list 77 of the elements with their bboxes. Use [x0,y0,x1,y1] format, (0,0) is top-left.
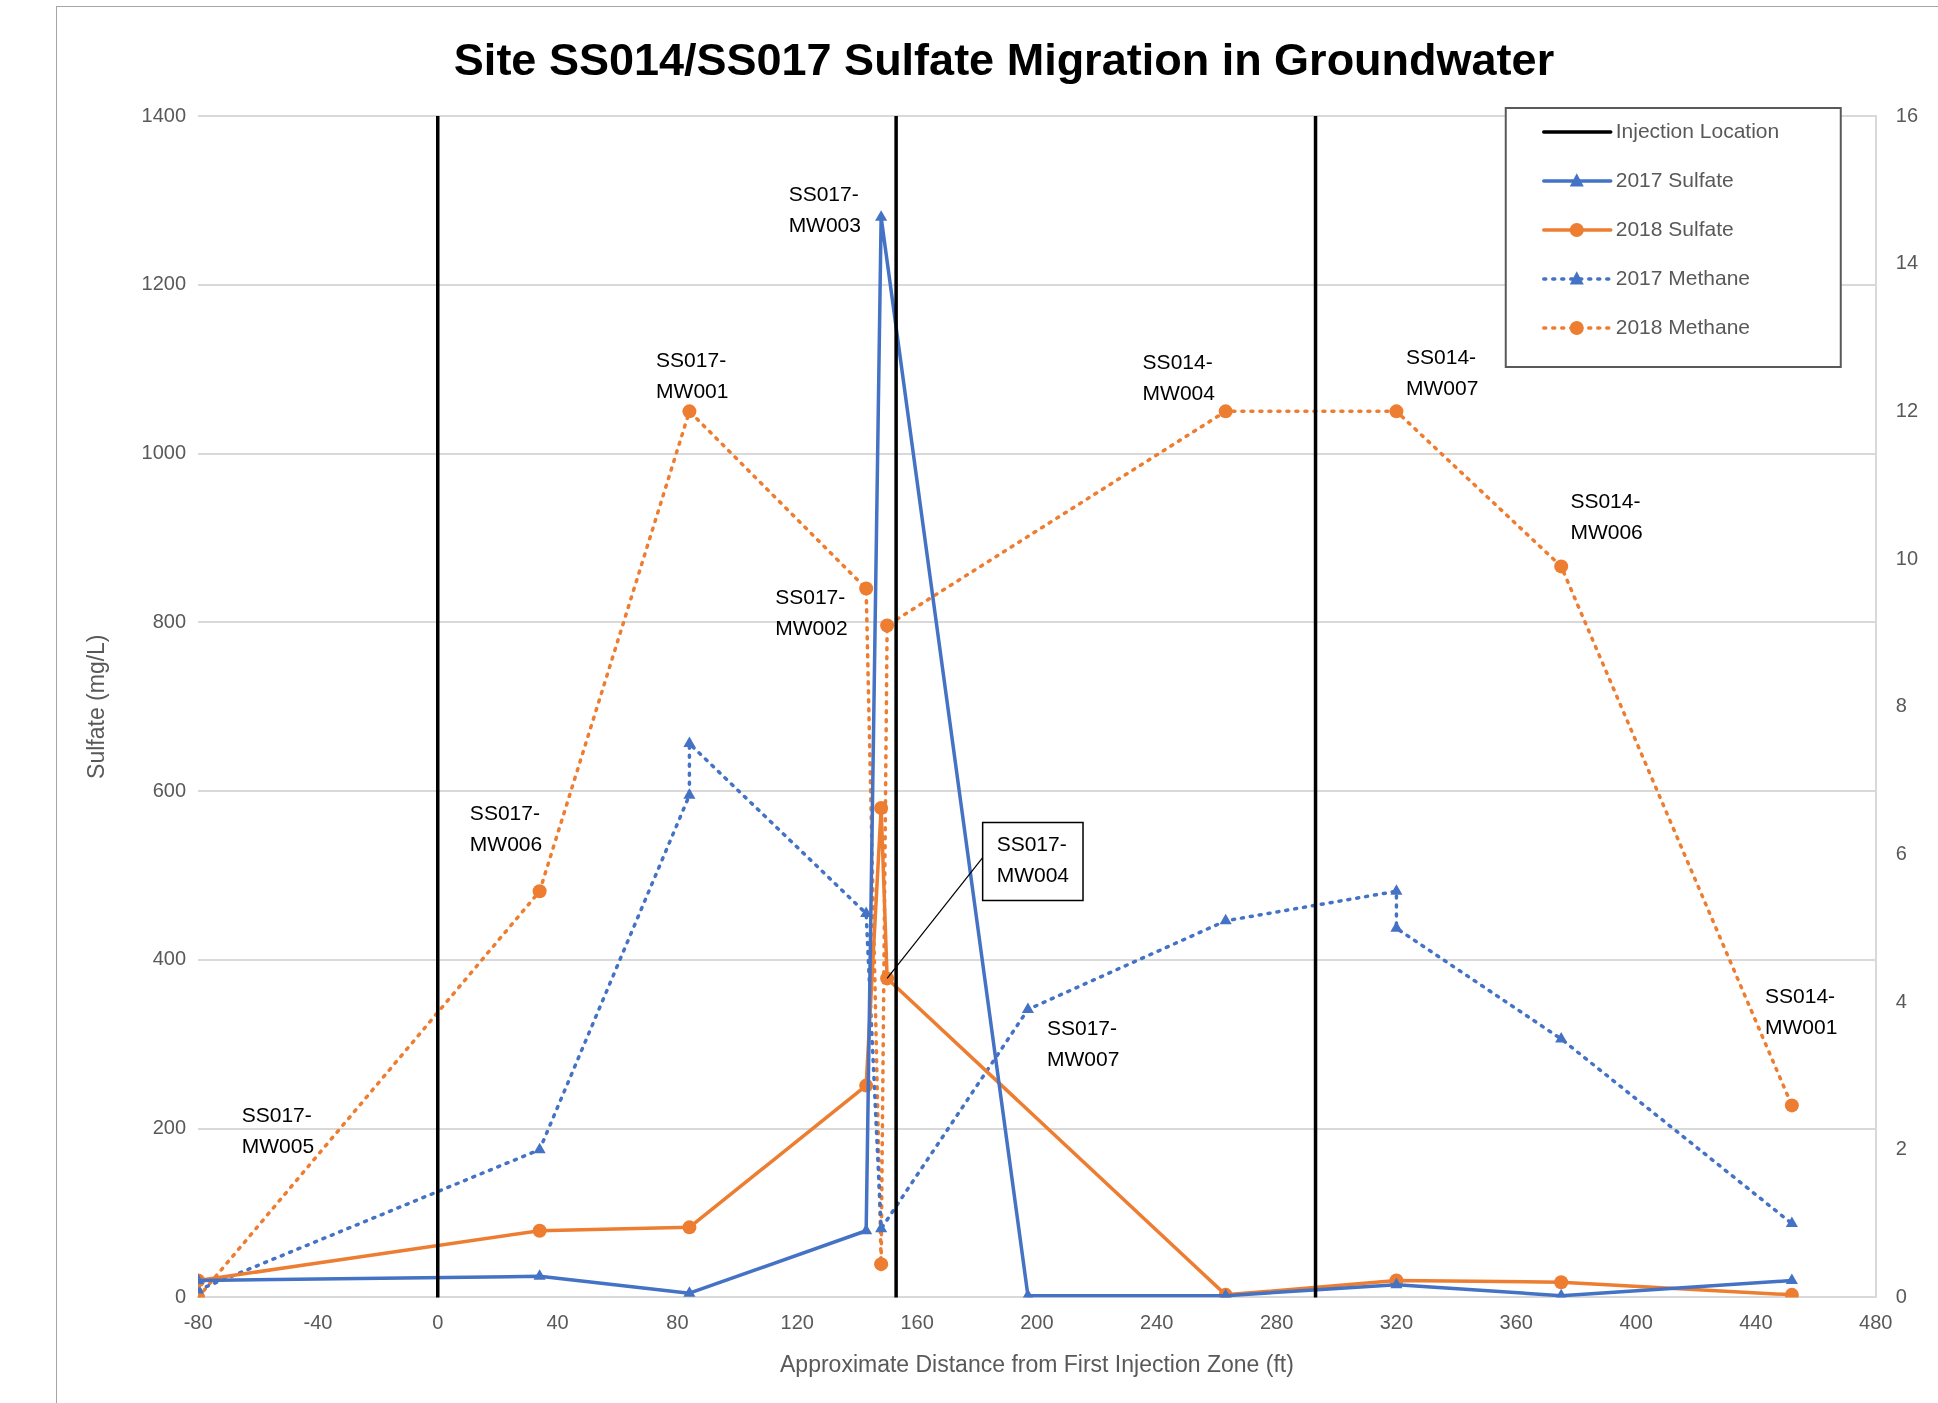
annotation: SS014- MW007 [1406,344,1479,399]
point [1784,1098,1799,1113]
legend-label: Injection Location [1615,118,1780,142]
point [1785,1216,1798,1228]
annotation: SS014- MW006 [1570,488,1643,543]
point [1390,1277,1403,1289]
annotation: SS017- MW007 [1046,1015,1120,1070]
y2-tick-label: 4 [1895,989,1907,1012]
y-tick-label: 1200 [141,272,187,295]
annotation: SS014- MW001 [1765,983,1838,1038]
point [859,581,874,596]
x-tick-label: 160 [900,1310,934,1333]
y2-tick-label: 14 [1895,251,1918,274]
point [1390,884,1403,895]
legend-label: 2017 Methane [1615,265,1751,289]
annotation: SS014- MW004 [1142,349,1216,404]
x-tick-label: 400 [1619,1310,1653,1333]
chart-title: Site SS014/SS017 Sulfate Migration in Groundwater [453,34,1555,86]
annotation: SS017- MW004 [996,831,1070,886]
x-tick-label: 240 [1140,1310,1174,1333]
y2-tick-label: 10 [1895,546,1918,569]
point [683,1286,696,1297]
point [532,1223,547,1238]
annotation: SS017- MW005 [241,1103,315,1158]
annotation: SS017- MW006 [469,800,543,855]
y-tick-label: 1400 [141,103,187,126]
point [874,800,889,815]
annotation: SS017- MW003 [788,181,861,236]
point [1219,913,1232,925]
x-tick-label: 320 [1379,1310,1414,1333]
x-tick-label: 120 [780,1310,814,1333]
y2-tick-label: 8 [1895,694,1907,717]
point [683,736,696,748]
x-tick-label: 80 [666,1310,689,1333]
x-tick-label: 360 [1499,1310,1533,1333]
x-axis-title: Approximate Distance from First Injection Zone (ft) [780,1350,1294,1377]
point [682,1220,697,1235]
point [880,618,895,633]
point [1390,921,1403,932]
y2-tick-label: 2 [1895,1137,1907,1160]
annotation: SS017- MW001 [656,348,729,403]
y-tick-label: 0 [174,1284,187,1307]
y-tick-label: 400 [152,947,187,970]
point [1389,404,1404,419]
x-tick-label: 0 [432,1310,444,1333]
point [1218,404,1233,419]
legend-label: 2017 Sulfate [1615,167,1734,191]
y-tick-label: 200 [152,1116,187,1139]
y2-tick-label: 0 [1895,1284,1907,1307]
x-tick-label: 480 [1859,1310,1893,1333]
y-tick-label: 600 [152,778,187,801]
x-tick-label: 200 [1020,1310,1054,1333]
point [1554,1275,1569,1290]
y-tick-label: 800 [152,609,187,632]
legend-label: 2018 Methane [1615,314,1751,338]
point [682,404,697,419]
legend-label: 2018 Sulfate [1615,216,1734,240]
x-tick-label: 280 [1259,1310,1294,1333]
y2-tick-label: 6 [1895,841,1907,864]
x-tick-label: -40 [303,1310,333,1333]
x-tick-label: 440 [1739,1310,1773,1333]
point [533,1269,546,1280]
point [1785,1273,1798,1285]
y2-tick-label: 16 [1895,103,1918,126]
y-tick-label: 1000 [141,441,187,464]
point [1021,1002,1034,1013]
point [532,884,547,899]
point [1554,559,1569,574]
point [683,788,696,799]
y-axis-title: Sulfate (mg/L) [83,634,110,779]
point [880,971,895,986]
point [1555,1031,1568,1043]
y2-tick-label: 12 [1895,398,1918,421]
x-tick-label: 40 [546,1310,569,1333]
point [533,1142,546,1154]
annotation: SS017- MW002 [775,584,848,639]
x-tick-label: -80 [183,1310,213,1333]
